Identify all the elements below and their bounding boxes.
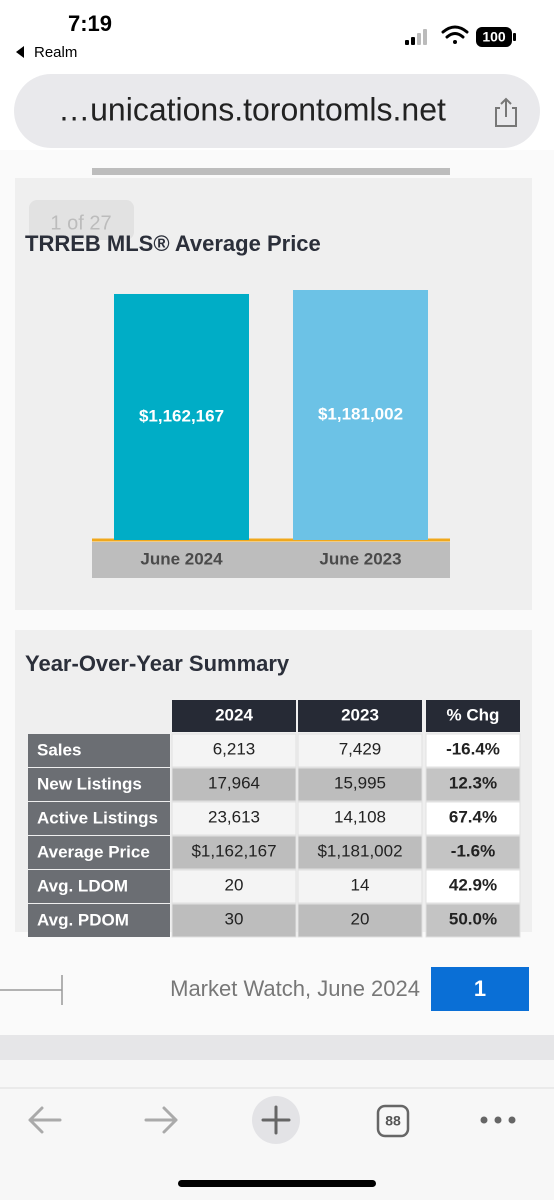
chart-title: TRREB MLS® Average Price [25, 231, 321, 256]
cell-text: 14,108 [334, 807, 386, 826]
tabs-button[interactable] [376, 1104, 410, 1138]
value-label: $1,181,002 [318, 404, 403, 423]
category-label: June 2024 [140, 549, 223, 568]
cell [425, 869, 521, 904]
category-band [92, 542, 450, 578]
page-number: 1 [474, 976, 486, 1001]
cell [171, 733, 297, 768]
page-badge-bg [29, 200, 134, 240]
bar [293, 290, 428, 540]
cell-text: 20 [225, 875, 244, 894]
cell-text: 30 [225, 909, 244, 928]
cell [425, 835, 521, 870]
battery-level: 100 [482, 29, 506, 45]
header-cell [298, 700, 422, 732]
row-label: Avg. PDOM [37, 910, 129, 929]
header-label: % Chg [447, 705, 500, 724]
page-badge: 1 of 27 [50, 212, 111, 234]
cell [425, 903, 521, 938]
cell [297, 801, 423, 836]
cell-text: 15,995 [334, 773, 386, 792]
cell [171, 903, 297, 938]
category-label: June 2023 [319, 549, 401, 568]
cell-text: 12.3% [449, 773, 497, 792]
row-label: Active Listings [37, 808, 158, 827]
cell [297, 767, 423, 802]
page-number-box [431, 967, 529, 1011]
back-app[interactable]: Realm [34, 44, 77, 61]
value-label: $1,162,167 [139, 406, 224, 425]
tab-count[interactable]: 88 [385, 1113, 401, 1129]
summary-title: Year-Over-Year Summary [25, 651, 290, 676]
back-arrow[interactable] [16, 46, 24, 58]
cell [425, 767, 521, 802]
cell-text: 7,429 [339, 739, 382, 758]
url[interactable]: …unications.torontomls.net [58, 91, 446, 127]
forward-button[interactable] [144, 1106, 178, 1134]
battery [476, 27, 512, 47]
header-label: 2023 [341, 705, 379, 724]
cell [297, 869, 423, 904]
cell-text: 23,613 [208, 807, 260, 826]
cell-text: 6,213 [213, 739, 256, 758]
plus-icon [261, 1105, 291, 1135]
row-header-cell [28, 904, 170, 937]
row-label: Avg. LDOM [37, 876, 128, 895]
summary-table: 2024 2023 % Chg Sales 6,213 7,429 -16.4% New Li… [28, 700, 521, 938]
home-indicator [178, 1180, 376, 1187]
cell-text: 20 [351, 909, 370, 928]
header-label: 2024 [215, 705, 253, 724]
clock: 7:19 [68, 11, 112, 36]
cell [171, 801, 297, 836]
cell-text: 14 [351, 875, 370, 894]
battery-tip [513, 33, 516, 41]
chart-panel [15, 178, 532, 610]
row-header-cell [28, 768, 170, 801]
cell-text: -16.4% [446, 739, 500, 758]
cell-text: -1.6% [451, 841, 495, 860]
row-header-cell [28, 802, 170, 835]
row-label: New Listings [37, 774, 142, 793]
cell [171, 835, 297, 870]
row-header-cell [28, 836, 170, 869]
row-label: Average Price [37, 842, 150, 861]
signal [405, 29, 427, 45]
cell [171, 767, 297, 802]
cell-text: $1,181,002 [317, 841, 402, 860]
cell [297, 835, 423, 870]
top-strip [92, 168, 450, 175]
bar-chart: $1,162,167 June 2024 $1,181,002 June 2023 [92, 290, 450, 578]
row-header-cell [28, 870, 170, 903]
back-button[interactable] [28, 1106, 62, 1134]
cell [297, 903, 423, 938]
cell [425, 733, 521, 768]
cell [297, 733, 423, 768]
row-header-cell [28, 734, 170, 767]
share-button[interactable] [495, 97, 517, 127]
bar [114, 293, 249, 540]
cell [171, 869, 297, 904]
header-cell [426, 700, 520, 732]
cell-text: 17,964 [208, 773, 260, 792]
wifi [441, 25, 469, 44]
more-button[interactable] [480, 1116, 516, 1124]
cell-text: 67.4% [449, 807, 497, 826]
cell-text: 50.0% [449, 909, 497, 928]
row-label: Sales [37, 740, 81, 759]
cell-text: $1,162,167 [191, 841, 276, 860]
cell [425, 801, 521, 836]
footer-text: Market Watch, June 2024 [170, 976, 420, 1001]
cell-text: 42.9% [449, 875, 497, 894]
page-bottom [0, 1035, 554, 1060]
url-bar[interactable] [14, 74, 540, 148]
header-cell [172, 700, 296, 732]
